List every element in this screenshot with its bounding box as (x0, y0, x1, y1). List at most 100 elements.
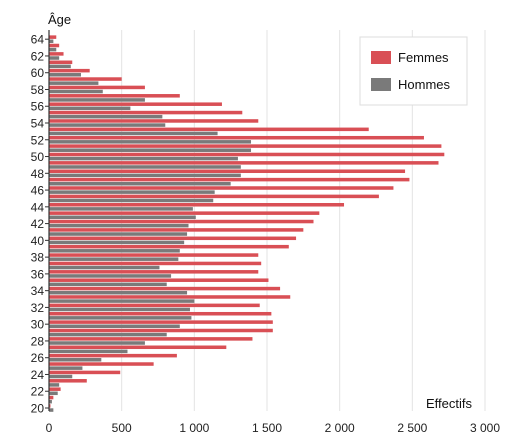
bar-femmes (49, 35, 57, 39)
bar-hommes (49, 173, 241, 178)
bar-femmes (49, 286, 281, 291)
bar-femmes (49, 186, 394, 190)
bar-femmes (49, 295, 291, 299)
bar-femmes (49, 60, 73, 65)
bar-hommes (49, 140, 252, 144)
bar-hommes (49, 391, 58, 396)
y-tick-label: 64 (31, 33, 45, 47)
x-tick-label: 0 (46, 421, 53, 435)
bar-hommes (49, 98, 145, 102)
y-tick-label: 48 (31, 167, 45, 181)
x-tick-label: 3 000 (470, 421, 500, 435)
bar-femmes (49, 404, 51, 408)
bar-hommes (49, 249, 180, 253)
legend: Femmes Hommes (359, 36, 468, 106)
bar-femmes (49, 345, 227, 350)
bar-femmes (49, 395, 54, 400)
x-axis-label: Effectifs (426, 396, 473, 411)
bar-hommes (49, 123, 166, 127)
bar-femmes (49, 144, 442, 148)
y-tick-label: 38 (31, 251, 45, 265)
y-tick-label: 60 (31, 66, 45, 80)
bar-femmes (49, 328, 273, 333)
bar-hommes (49, 207, 193, 211)
y-tick-label: 26 (31, 351, 45, 365)
x-tick-label: 2 000 (325, 421, 355, 435)
y-tick-label: 28 (31, 334, 45, 348)
bar-femmes (49, 311, 272, 316)
x-axis-ticks: 0 500 1 000 1 500 2 000 2 500 3 000 (46, 421, 501, 435)
bar-femmes (49, 261, 262, 266)
bar-hommes (49, 366, 83, 370)
bar-femmes (49, 194, 379, 199)
y-tick-label: 40 (31, 234, 45, 248)
y-tick-label: 52 (31, 133, 45, 147)
bar-femmes (49, 370, 121, 375)
bar-hommes (49, 181, 231, 186)
y-tick-label: 50 (31, 150, 45, 164)
x-tick-label: 1 000 (179, 421, 209, 435)
bar-femmes (49, 135, 424, 140)
bar-hommes (49, 232, 188, 236)
bar-hommes (49, 39, 54, 44)
bar-hommes (49, 265, 160, 270)
bars (49, 35, 445, 412)
bar-hommes (49, 190, 215, 194)
bar-femmes (49, 77, 122, 81)
bar-hommes (49, 299, 195, 303)
bar-femmes (49, 94, 180, 98)
bar-femmes (49, 270, 259, 274)
bar-femmes (49, 387, 61, 391)
y-tick-label: 62 (31, 49, 45, 63)
y-tick-label: 24 (31, 368, 45, 382)
bar-hommes (49, 349, 128, 354)
y-tick-label: 46 (31, 184, 45, 198)
bar-femmes (49, 52, 64, 56)
bar-femmes (49, 119, 259, 123)
y-tick-label: 32 (31, 301, 45, 315)
bar-hommes (49, 89, 103, 94)
bar-hommes (49, 316, 192, 320)
bar-hommes (49, 64, 71, 69)
bar-femmes (49, 362, 154, 366)
bar-femmes (49, 169, 406, 174)
y-axis-ticks: 20 22 24 26 28 30 32 34 36 38 40 42 44 46 48 50 52 54 56 58… (31, 33, 49, 416)
bar-hommes (49, 399, 52, 404)
bar-femmes (49, 379, 87, 383)
bar-femmes (49, 127, 369, 132)
bar-hommes (49, 81, 99, 85)
x-tick-label: 500 (112, 421, 132, 435)
bar-hommes (49, 215, 196, 220)
y-tick-label: 56 (31, 100, 45, 114)
bar-hommes (49, 56, 60, 60)
bar-hommes (49, 73, 81, 77)
bar-femmes (49, 353, 177, 358)
bar-hommes (49, 282, 167, 287)
y-tick-label: 34 (31, 284, 45, 298)
bar-femmes (49, 219, 314, 224)
y-tick-label: 22 (31, 385, 45, 399)
bar-femmes (49, 68, 90, 73)
bar-hommes (49, 240, 185, 245)
y-tick-label: 20 (31, 402, 45, 416)
bar-femmes (49, 177, 410, 182)
bar-femmes (49, 203, 345, 207)
bar-hommes (49, 223, 189, 228)
legend-box (359, 36, 468, 106)
bar-hommes (49, 131, 218, 136)
bar-hommes (49, 341, 145, 345)
y-tick-label: 30 (31, 318, 45, 332)
bar-femmes (49, 85, 145, 90)
bar-hommes (49, 332, 167, 337)
bar-femmes (49, 152, 445, 157)
bar-femmes (49, 337, 253, 341)
y-axis-label: Âge (48, 12, 71, 27)
bar-femmes (49, 320, 273, 324)
bar-femmes (49, 102, 222, 106)
y-tick-label: 42 (31, 217, 45, 231)
legend-label-hommes: Hommes (398, 77, 451, 92)
bar-hommes (49, 198, 214, 203)
bar-hommes (49, 290, 188, 295)
legend-swatch-hommes (371, 78, 391, 91)
